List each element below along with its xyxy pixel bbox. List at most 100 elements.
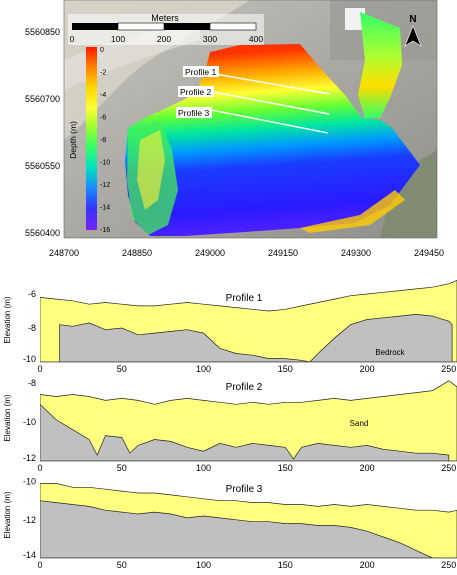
profile-2-bedrock-area [40, 403, 450, 461]
nearshore-strip [300, 190, 405, 233]
profile-x-tick: 100 [196, 463, 211, 473]
bathymetry-north-arm [358, 12, 402, 118]
colorbar-tick: -8 [100, 137, 106, 144]
profile-3-x-ticks: 0 50 100 150 200 250 [37, 560, 456, 570]
profile-3-layers [40, 483, 457, 558]
profile-x-tick: 250 [441, 463, 456, 473]
profile-3-ylabel: Elevation (m) [3, 491, 12, 538]
profile-x-tick: 150 [278, 560, 293, 570]
profile-x-tick: 50 [117, 463, 127, 473]
profile-2-sand-area [40, 380, 457, 461]
colorbar-title: Depth (m) [68, 121, 78, 159]
profile-line-1 [214, 73, 331, 95]
scale-bar-title: Meters [151, 13, 179, 23]
scale-segment-1 [72, 23, 118, 30]
profile-3-chart: Profile 3 -10 -12 -14 [23, 472, 457, 560]
north-arrow-icon [404, 25, 422, 47]
profile-2-chart: Profile 2 Sand -8 -10 -12 [23, 373, 457, 463]
map-easting-tick: 248700 [49, 248, 79, 258]
profile-x-tick: 200 [360, 364, 375, 374]
profile-labels: Profile 1 Profile 2 Profile 3 [176, 66, 219, 118]
depth-colorbar: Depth (m) 0 -2 -4 -6 -8 -10 -12 -14 -16 [68, 47, 110, 234]
colorbar-tick: 0 [100, 47, 104, 54]
profile-1-y-ticks: -6 -8 -10 [23, 289, 36, 364]
scale-tick-100: 100 [111, 34, 125, 44]
colorbar-tick: -16 [100, 227, 110, 234]
scale-segment-4 [209, 22, 257, 31]
profile-3-label-box [176, 107, 212, 118]
profile-x-tick: 250 [441, 364, 456, 374]
profile-2-layers [40, 380, 457, 461]
profile-lines [210, 73, 331, 134]
profile-3-label: Profile 3 [178, 108, 209, 118]
profile-2-title: Profile 2 [226, 382, 263, 393]
profile-3-bedrock-area [40, 500, 433, 558]
colorbar-tick: -6 [100, 115, 106, 122]
profile-1-layers [40, 280, 457, 362]
profile-x-tick: 150 [278, 364, 293, 374]
profile-y-tick: -10 [23, 354, 36, 364]
map-easting-tick: 249150 [268, 248, 298, 258]
profile-x-tick: 100 [196, 364, 211, 374]
scale-tick-300: 300 [203, 34, 217, 44]
map-northing-tick: 5560550 [25, 161, 60, 171]
colorbar-ramp [86, 47, 97, 230]
profile-y-tick: -14 [23, 550, 36, 560]
scale-tick-400: 400 [249, 34, 263, 44]
map-easting-tick: 248850 [122, 248, 152, 258]
scale-segment-3 [164, 23, 210, 30]
map-northing-tick: 5560400 [25, 228, 60, 238]
land-lower-right [380, 150, 437, 238]
colorbar-tick: -12 [100, 182, 110, 189]
profile-2-annotation: Sand [350, 419, 369, 428]
profile-3-title: Profile 3 [226, 484, 263, 495]
north-label: N [409, 14, 416, 25]
profile-y-tick: -8 [28, 323, 36, 333]
profile-1-label-box [183, 66, 219, 77]
profile-1-label: Profile 1 [185, 67, 216, 77]
profile-x-tick: 0 [37, 560, 42, 570]
profile-y-tick: -8 [28, 378, 36, 388]
profile-y-tick: -12 [23, 453, 36, 463]
map-easting-tick: 249000 [195, 248, 225, 258]
profile-2-label-box [178, 86, 214, 97]
profile-y-tick: -10 [23, 417, 36, 427]
scale-bar: Meters 0 100 200 300 400 [68, 13, 264, 45]
profile-2-y-ticks: -8 -10 -12 [23, 378, 36, 463]
profile-y-tick: -12 [23, 515, 36, 525]
profile-1-annotation: Bedrock [375, 348, 405, 357]
scale-segment-2 [117, 22, 165, 31]
profile-x-tick: 50 [117, 364, 127, 374]
profile-y-labels: Elevation (m) Elevation (m) Elevation (m… [3, 296, 12, 538]
profile-line-2 [212, 91, 330, 115]
map-easting-ticks: 248700 248850 249000 249150 249300 249450 [49, 248, 444, 258]
north-arrow: N [404, 14, 422, 47]
profile-x-tick: 200 [360, 463, 375, 473]
profile-charts: Profile 1 Bedrock -6 -8 -10 Profile 2 Sand… [3, 277, 457, 570]
profile-x-tick: 0 [37, 364, 42, 374]
scale-tick-0: 0 [70, 34, 75, 44]
profile-x-tick: 100 [196, 560, 211, 570]
map-northing-tick: 5560700 [25, 94, 60, 104]
profile-1-x-ticks: 0 50 100 150 200 250 [37, 364, 456, 374]
profile-x-tick: 250 [441, 560, 456, 570]
colorbar-tick: -4 [100, 92, 106, 99]
profile-1-bedrock-area [59, 314, 453, 362]
bathymetry-map: Profile 1 Profile 2 Profile 3 Meters 0 1… [25, 0, 444, 258]
profile-y-tick: -6 [28, 289, 36, 299]
profile-3-y-ticks: -10 -12 -14 [23, 477, 36, 560]
profile-2-label: Profile 2 [180, 87, 211, 97]
profile-line-3 [210, 109, 329, 134]
map-frame [63, 0, 438, 239]
profile-x-tick: 200 [360, 560, 375, 570]
profile-x-tick: 0 [37, 463, 42, 473]
colorbar-tick-labels: 0 -2 -4 -6 -8 -10 -12 -14 -16 [100, 47, 110, 234]
scale-tick-200: 200 [157, 34, 171, 44]
profile-x-tick: 150 [278, 463, 293, 473]
map-easting-tick: 249300 [341, 248, 371, 258]
map-easting-tick: 249450 [414, 248, 444, 258]
profile-x-tick: 50 [117, 560, 127, 570]
colorbar-tick: -10 [100, 160, 110, 167]
map-northing-ticks: 5560850 5560700 5560550 5560400 [25, 27, 60, 238]
